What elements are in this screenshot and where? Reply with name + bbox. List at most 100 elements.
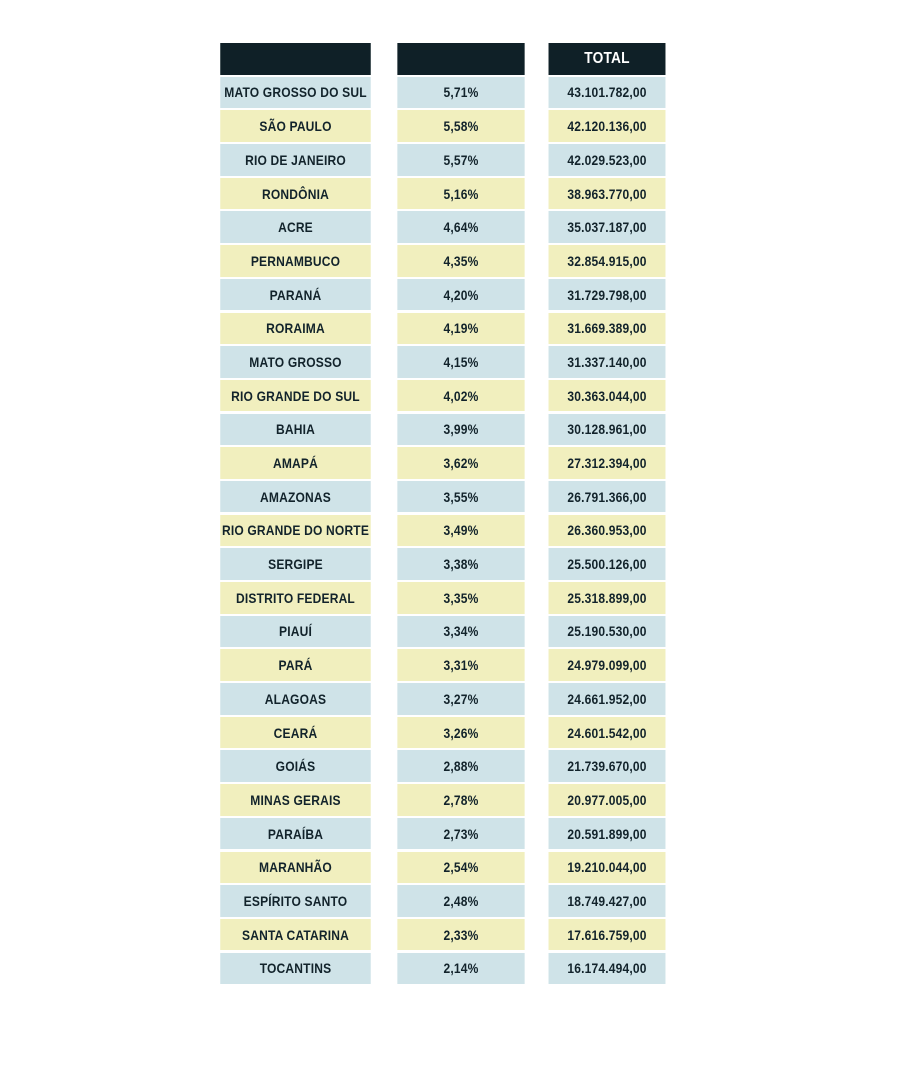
total-cell: 31.337.140,00	[548, 346, 666, 378]
total-cell: 17.616.759,00	[548, 918, 666, 951]
total-cell: 19.210.044,00	[548, 851, 666, 883]
state-cell: PIAUÍ	[220, 615, 371, 648]
percent-cell: 5,57%	[397, 144, 525, 176]
total-cell: 24.601.542,00	[548, 716, 666, 749]
state-cell-text: RIO DE JANEIRO	[245, 151, 346, 168]
table-row: ALAGOAS 3,27% 24.661.952,00	[208, 683, 675, 715]
total-cell-text: 30.363.044,00	[567, 387, 647, 404]
percent-cell: 3,34%	[397, 615, 525, 648]
total-cell-text: 31.729.798,00	[567, 286, 647, 303]
state-cell: CEARÁ	[220, 716, 371, 749]
total-cell-text: 31.669.389,00	[567, 320, 647, 337]
percent-cell-text: 2,33%	[443, 926, 479, 943]
header-cell-total: TOTAL	[548, 43, 666, 75]
table-row: ACRE 4,64% 35.037.187,00	[208, 211, 675, 243]
percent-cell-text: 5,58%	[443, 118, 479, 135]
state-cell-text: DISTRITO FEDERAL	[236, 589, 355, 606]
state-cell-text: PIAUÍ	[279, 623, 312, 640]
percent-cell-text: 3,34%	[443, 623, 479, 640]
state-cell: RIO DE JANEIRO	[220, 144, 371, 176]
total-cell: 26.360.953,00	[548, 514, 666, 547]
state-cell: PARÁ	[220, 649, 371, 681]
table-row: PARÁ 3,31% 24.979.099,00	[208, 649, 675, 681]
state-cell: RORAIMA	[220, 312, 371, 344]
state-cell: AMAPÁ	[220, 447, 371, 479]
percent-cell-text: 3,62%	[443, 455, 479, 471]
percent-cell-text: 5,57%	[443, 151, 479, 168]
percent-cell-text: 4,20%	[443, 286, 479, 303]
state-cell-text: CEARÁ	[273, 724, 318, 741]
total-cell-text: 25.318.899,00	[567, 589, 647, 606]
total-cell: 20.591.899,00	[548, 817, 666, 850]
total-cell: 27.312.394,00	[548, 447, 666, 479]
table-row: GOIÁS 2,88% 21.739.670,00	[208, 750, 675, 782]
state-cell: ALAGOAS	[220, 683, 371, 715]
table-row: AMAPÁ 3,62% 27.312.394,00	[208, 447, 675, 479]
total-cell-text: 25.190.530,00	[567, 623, 647, 640]
table-row: MATO GROSSO DO SUL 5,71% 43.101.782,00	[208, 76, 675, 109]
state-cell-text: BAHIA	[276, 421, 315, 438]
state-cell-text: MATO GROSSO	[249, 353, 342, 370]
percent-cell: 4,19%	[397, 312, 525, 344]
total-cell: 25.500.126,00	[548, 548, 666, 580]
percent-cell: 3,99%	[397, 413, 525, 446]
state-cell: SANTA CATARINA	[220, 918, 371, 951]
percent-cell-text: 3,35%	[443, 589, 479, 606]
percent-cell: 2,78%	[397, 784, 525, 816]
total-cell: 31.729.798,00	[548, 278, 666, 311]
percent-cell: 4,20%	[397, 278, 525, 311]
percent-cell-text: 2,14%	[443, 960, 479, 977]
state-cell-text: RORAIMA	[266, 320, 325, 337]
total-cell: 20.977.005,00	[548, 784, 666, 816]
state-cell: ESPÍRITO SANTO	[220, 885, 371, 917]
total-cell-text: 20.591.899,00	[567, 825, 647, 842]
percent-cell: 3,38%	[397, 548, 525, 580]
state-cell-text: SÃO PAULO	[259, 118, 332, 135]
total-cell: 25.190.530,00	[548, 615, 666, 648]
table-body: MATO GROSSO DO SUL 5,71% 43.101.782,00 SÃO …	[208, 76, 675, 985]
total-cell-text: 42.120.136,00	[567, 118, 647, 135]
percent-cell: 4,02%	[397, 379, 525, 412]
state-cell: GOIÁS	[220, 750, 371, 782]
percent-cell: 3,27%	[397, 683, 525, 715]
total-cell-text: 24.601.542,00	[567, 724, 647, 741]
percent-cell-text: 3,55%	[443, 488, 479, 505]
percent-cell: 2,88%	[397, 750, 525, 782]
state-cell: SÃO PAULO	[220, 110, 371, 142]
total-cell: 26.791.366,00	[548, 480, 666, 513]
state-cell-text: ALAGOAS	[264, 690, 327, 707]
table-row: PERNAMBUCO 4,35% 32.854.915,00	[208, 245, 675, 277]
table-row: RIO DE JANEIRO 5,57% 42.029.523,00	[208, 144, 675, 176]
total-cell-text: 18.749.427,00	[567, 892, 647, 909]
table-header-row: TOTAL	[208, 43, 675, 75]
percent-cell: 3,55%	[397, 480, 525, 513]
data-table: TOTAL MATO GROSSO DO SUL 5,71% 43.101.782,…	[208, 43, 675, 986]
total-cell: 42.120.136,00	[548, 110, 666, 142]
total-cell: 16.174.494,00	[548, 952, 666, 985]
state-cell: RIO GRANDE DO NORTE	[220, 514, 371, 547]
table-row: RONDÔNIA 5,16% 38.963.770,00	[208, 177, 675, 210]
state-cell-text: ACRE	[278, 219, 313, 236]
percent-cell-text: 3,26%	[443, 724, 479, 741]
percent-cell: 5,16%	[397, 177, 525, 210]
table-row: RIO GRANDE DO NORTE 3,49% 26.360.953,00	[208, 514, 675, 547]
table-row: CEARÁ 3,26% 24.601.542,00	[208, 716, 675, 749]
total-cell-text: 31.337.140,00	[567, 353, 647, 370]
state-cell: TOCANTINS	[220, 952, 371, 985]
table-row: MARANHÃO 2,54% 19.210.044,00	[208, 851, 675, 883]
percent-cell-text: 2,73%	[443, 825, 479, 842]
total-cell: 32.854.915,00	[548, 245, 666, 277]
state-cell: ACRE	[220, 211, 371, 243]
percent-cell-text: 5,71%	[443, 84, 479, 101]
percent-cell-text: 2,54%	[443, 859, 479, 876]
total-cell-text: 24.661.952,00	[567, 690, 647, 707]
state-cell: MARANHÃO	[220, 851, 371, 883]
total-cell-text: 27.312.394,00	[567, 455, 647, 471]
header-cell-state	[220, 43, 371, 75]
state-cell: MATO GROSSO	[220, 346, 371, 378]
state-cell-text: MATO GROSSO DO SUL	[224, 84, 367, 101]
percent-cell-text: 3,49%	[443, 522, 479, 539]
state-cell: RONDÔNIA	[220, 177, 371, 210]
percent-cell-text: 4,02%	[443, 387, 479, 404]
percent-cell: 3,26%	[397, 716, 525, 749]
